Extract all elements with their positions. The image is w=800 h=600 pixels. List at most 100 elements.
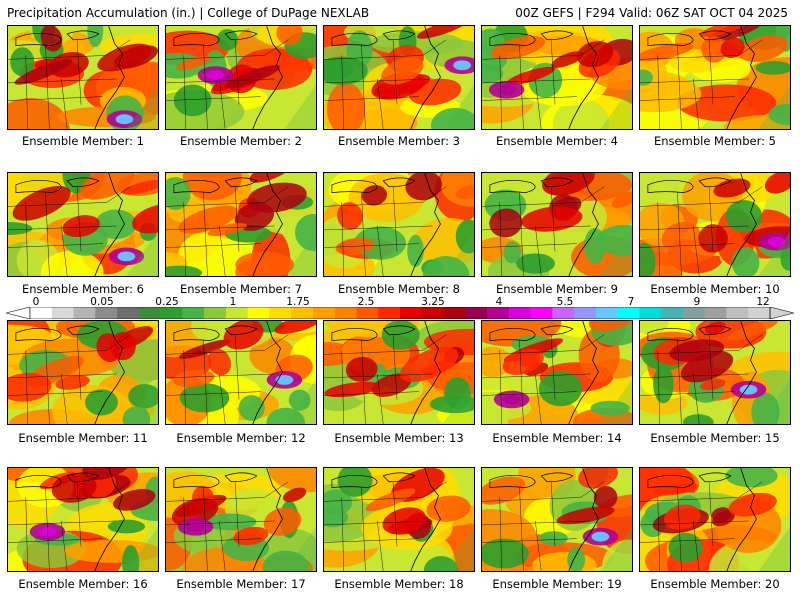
colorbar-swatch (95, 307, 118, 319)
ensemble-member-map (323, 25, 475, 130)
precipitation-map-image (482, 173, 632, 276)
precipitation-map-image (166, 26, 316, 129)
colorbar-swatch (225, 307, 248, 319)
ensemble-member-label: Ensemble Member: 10 (650, 282, 780, 296)
colorbar-swatch (138, 307, 161, 319)
precipitation-map-image (8, 321, 158, 424)
colorbar-swatch (51, 307, 74, 319)
colorbar-swatch (269, 307, 292, 319)
ensemble-member-label: Ensemble Member: 8 (338, 282, 460, 296)
ensemble-member-map (165, 172, 317, 277)
colorbar-tick-label: 0.25 (155, 296, 179, 308)
ensemble-member-label: Ensemble Member: 9 (496, 282, 618, 296)
colorbar-swatch (552, 307, 575, 319)
colorbar-swatch (334, 307, 357, 319)
colorbar-swatch (356, 307, 379, 319)
colorbar-swatch (508, 307, 531, 319)
colorbar-tick-label: 2.5 (357, 296, 375, 308)
precipitation-map-image (166, 321, 316, 424)
ensemble-member-map (481, 320, 633, 425)
precipitation-map-image (482, 321, 632, 424)
ensemble-member-label: Ensemble Member: 3 (338, 134, 460, 148)
ensemble-member-label: Ensemble Member: 19 (492, 577, 622, 591)
colorbar-swatch (530, 307, 553, 319)
colorbar-swatch (661, 307, 684, 319)
colorbar-tick-label: 5.5 (556, 296, 574, 308)
ensemble-member-map (481, 467, 633, 572)
ensemble-member-label: Ensemble Member: 18 (334, 577, 464, 591)
ensemble-member-label: Ensemble Member: 12 (176, 431, 306, 445)
precipitation-map-image (8, 173, 158, 276)
colorbar-swatch (682, 307, 706, 319)
ensemble-member-map (7, 320, 159, 425)
ensemble-member-label: Ensemble Member: 14 (492, 431, 622, 445)
precipitation-map-image (482, 468, 632, 571)
colorbar-swatch (247, 307, 270, 319)
colorbar-tick-label: 0.05 (90, 296, 114, 308)
ensemble-member-map (639, 320, 791, 425)
colorbar-swatch (378, 307, 401, 319)
colorbar-tick-label: 0 (32, 296, 40, 308)
colorbar-swatch (465, 307, 488, 319)
colorbar-tick-label: 12 (756, 296, 770, 308)
ensemble-member-map (165, 467, 317, 572)
colorbar-swatch (312, 307, 336, 319)
ensemble-member-label: Ensemble Member: 13 (334, 431, 464, 445)
colorbar-swatch (595, 307, 618, 319)
precipitation-map-image (640, 321, 790, 424)
precipitation-map-image (482, 26, 632, 129)
ensemble-member-map (323, 320, 475, 425)
ensemble-member-map (323, 172, 475, 277)
ensemble-member-label: Ensemble Member: 1 (22, 134, 144, 148)
ensemble-member-map (639, 467, 791, 572)
ensemble-member-label: Ensemble Member: 11 (18, 431, 148, 445)
precipitation-map-image (640, 468, 790, 571)
precipitation-colorbar (6, 307, 794, 319)
colorbar-swatch (748, 307, 771, 319)
precipitation-map-image (640, 173, 790, 276)
ensemble-member-map (481, 25, 633, 130)
colorbar-tick-label: 4 (495, 296, 503, 308)
precipitation-map-image (640, 26, 790, 129)
colorbar-tick-label: 1.75 (286, 296, 310, 308)
ensemble-member-label: Ensemble Member: 4 (496, 134, 618, 148)
colorbar-swatch (487, 307, 510, 319)
map-title: Precipitation Accumulation (in.) | Colle… (7, 6, 370, 20)
ensemble-member-label: Ensemble Member: 7 (180, 282, 302, 296)
ensemble-member-label: Ensemble Member: 20 (650, 577, 780, 591)
ensemble-member-label: Ensemble Member: 6 (22, 282, 144, 296)
ensemble-member-map (7, 467, 159, 572)
colorbar-left-arrow (6, 307, 31, 319)
colorbar-tick-label: 1 (229, 296, 237, 308)
ensemble-member-map (7, 172, 159, 277)
colorbar-tick-label: 3.25 (421, 296, 445, 308)
ensemble-member-label: Ensemble Member: 16 (18, 577, 148, 591)
precipitation-map-image (166, 173, 316, 276)
ensemble-member-label: Ensemble Member: 5 (654, 134, 776, 148)
colorbar-right-arrow (769, 307, 794, 319)
ensemble-member-map (639, 25, 791, 130)
model-run-valid-time: 00Z GEFS | F294 Valid: 06Z SAT OCT 04 20… (515, 6, 788, 20)
ensemble-member-map (165, 320, 317, 425)
colorbar-swatch (73, 307, 96, 319)
colorbar-swatch (291, 307, 314, 319)
colorbar-swatch (617, 307, 640, 319)
colorbar-swatch (182, 307, 205, 319)
precipitation-map-image (166, 468, 316, 571)
precipitation-map-image (324, 173, 474, 276)
colorbar-swatch (160, 307, 183, 319)
ensemble-member-map (323, 467, 475, 572)
precipitation-map-image (324, 26, 474, 129)
colorbar-swatch (204, 307, 227, 319)
precipitation-map-image (324, 321, 474, 424)
precipitation-map-image (324, 468, 474, 571)
precipitation-map-image (8, 468, 158, 571)
ensemble-member-map (481, 172, 633, 277)
colorbar-tick-label: 9 (693, 296, 701, 308)
ensemble-member-map (165, 25, 317, 130)
colorbar-swatch (726, 307, 749, 319)
ensemble-member-label: Ensemble Member: 17 (176, 577, 306, 591)
ensemble-member-label: Ensemble Member: 15 (650, 431, 780, 445)
colorbar-swatch (443, 307, 466, 319)
ensemble-member-label: Ensemble Member: 2 (180, 134, 302, 148)
